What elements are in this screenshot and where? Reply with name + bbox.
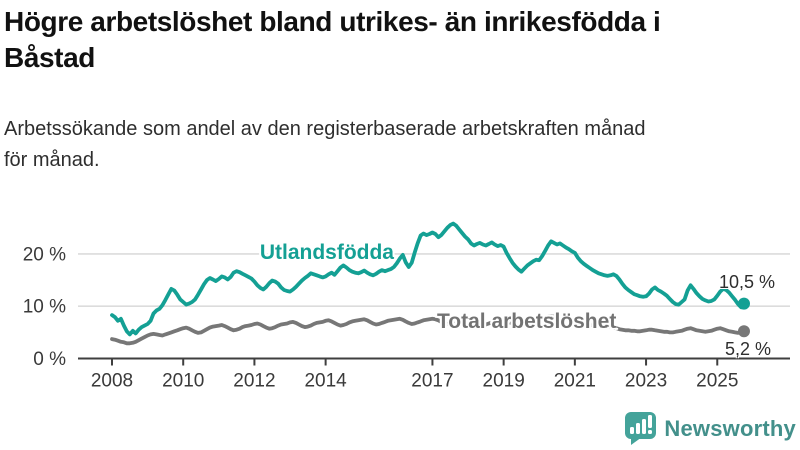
series-line-total [110,314,746,346]
x-tick-label: 2021 [554,371,596,392]
x-tick-label: 2017 [411,371,453,392]
x-tick-label: 2012 [233,371,275,392]
page-subtitle-line2: för månad. [4,149,100,171]
y-tick-label: 10 % [23,297,66,318]
newsworthy-logo[interactable]: Newsworthy [624,411,796,446]
series-label-total-arbetsloshet: Total arbetslöshet [437,310,617,333]
y-tick-label: 20 % [23,244,66,265]
series-label-utlandsfodda: Utlandsfödda [259,241,394,264]
bar-chart-speech-bubble-icon [625,412,657,445]
series-line-utlandsfodda [110,221,746,337]
x-tick-label: 2023 [625,371,667,392]
page-title-line1: Högre arbetslöshet bland utrikes- än inr… [4,6,661,37]
page-title: Högre arbetslöshet bland utrikes- än inr… [4,4,796,76]
page-subtitle-line1: Arbetssökande som andel av den registerb… [4,118,646,140]
end-value-label-total: 5,2 % [725,339,772,359]
page-title-line2: Båstad [4,42,95,73]
x-tick-label: 2025 [696,371,738,392]
end-dot-total [737,325,750,338]
newsworthy-logo-text: Newsworthy [664,415,796,441]
x-tick-label: 2019 [483,371,525,392]
end-value-label-utlandsfodda: 10,5 % [719,272,776,292]
page-subtitle: Arbetssökande som andel av den registerb… [4,114,796,176]
x-tick-label: 2010 [162,371,204,392]
end-dot-utlandsfodda [737,297,750,310]
x-tick-label: 2008 [91,371,133,392]
y-tick-label: 0 % [33,349,66,370]
x-tick-label: 2014 [304,371,347,392]
